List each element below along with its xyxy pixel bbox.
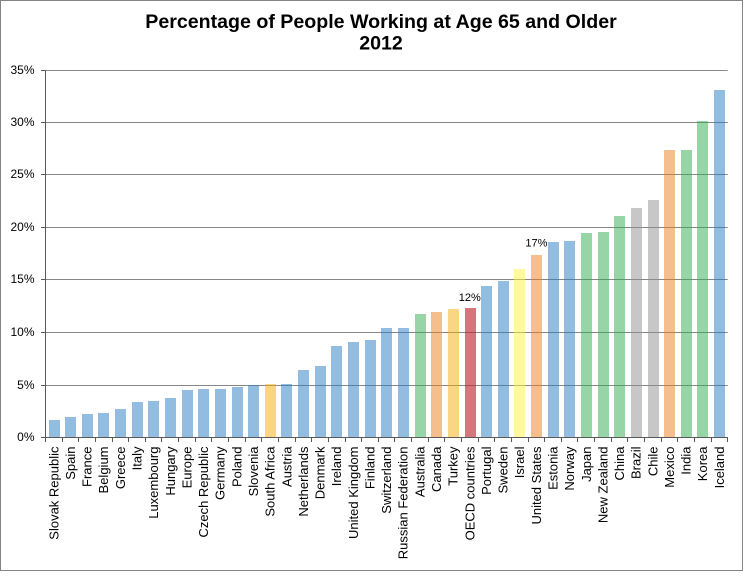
svg-text:Slovenia: Slovenia: [246, 446, 261, 497]
svg-text:Italy: Italy: [130, 446, 145, 470]
svg-text:Poland: Poland: [229, 447, 244, 487]
svg-text:Australia: Australia: [412, 446, 427, 497]
svg-text:Israel: Israel: [512, 446, 527, 478]
svg-text:12%: 12%: [459, 292, 481, 304]
svg-text:Portugal: Portugal: [479, 446, 494, 495]
svg-text:Chile: Chile: [645, 447, 660, 477]
svg-text:Estonia: Estonia: [545, 446, 560, 490]
svg-text:Greece: Greece: [113, 447, 128, 490]
svg-text:Turkey: Turkey: [446, 446, 461, 486]
svg-text:OECD countries: OECD countries: [462, 446, 477, 540]
svg-text:India: India: [679, 446, 694, 475]
svg-text:Denmark: Denmark: [313, 446, 328, 499]
svg-text:30%: 30%: [10, 115, 34, 129]
svg-text:Finland: Finland: [362, 447, 377, 490]
svg-text:10%: 10%: [10, 325, 34, 339]
svg-text:20%: 20%: [10, 220, 34, 234]
svg-text:Europe: Europe: [179, 447, 194, 489]
svg-text:Slovak Republic: Slovak Republic: [46, 446, 61, 540]
svg-text:Percentage of People Working a: Percentage of People Working at Age 65 a…: [145, 11, 617, 33]
svg-text:Switzerland: Switzerland: [379, 447, 394, 514]
svg-text:South Africa: South Africa: [263, 446, 278, 517]
svg-text:Belgium: Belgium: [96, 447, 111, 494]
svg-text:25%: 25%: [10, 167, 34, 181]
svg-text:35%: 35%: [10, 63, 34, 77]
svg-text:France: France: [80, 447, 95, 487]
svg-text:Austria: Austria: [279, 446, 294, 487]
svg-text:Canada: Canada: [429, 446, 444, 492]
svg-text:Brazil: Brazil: [629, 446, 644, 479]
svg-text:Netherlands: Netherlands: [296, 446, 311, 517]
svg-text:Germany: Germany: [213, 446, 228, 500]
svg-text:5%: 5%: [17, 378, 35, 392]
svg-text:0%: 0%: [17, 430, 35, 444]
svg-text:Russian Federation: Russian Federation: [396, 447, 411, 560]
svg-text:Spain: Spain: [63, 447, 78, 480]
svg-text:Sweden: Sweden: [496, 447, 511, 494]
svg-text:15%: 15%: [10, 272, 34, 286]
svg-text:Japan: Japan: [579, 447, 594, 482]
svg-text:Norway: Norway: [562, 446, 577, 491]
svg-text:Luxembourg: Luxembourg: [146, 447, 161, 519]
svg-text:Hungary: Hungary: [163, 446, 178, 496]
svg-text:New Zealand: New Zealand: [595, 447, 610, 524]
svg-text:Iceland: Iceland: [712, 447, 727, 489]
svg-text:17%: 17%: [525, 238, 547, 250]
svg-text:Mexico: Mexico: [662, 447, 677, 488]
svg-text:Ireland: Ireland: [329, 447, 344, 487]
svg-text:Korea: Korea: [695, 446, 710, 481]
svg-text:2012: 2012: [359, 32, 403, 54]
svg-text:Czech Republic: Czech Republic: [196, 446, 211, 538]
svg-text:United Kingdom: United Kingdom: [346, 447, 361, 540]
svg-text:China: China: [612, 446, 627, 481]
svg-text:United States: United States: [529, 446, 544, 525]
